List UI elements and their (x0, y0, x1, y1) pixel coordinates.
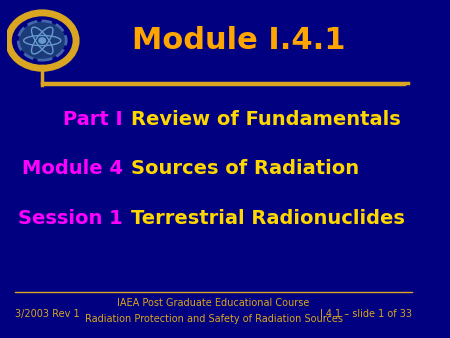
Circle shape (15, 19, 69, 63)
Text: IAEA Post Graduate Educational Course: IAEA Post Graduate Educational Course (117, 297, 310, 308)
Text: Module I.4.1: Module I.4.1 (132, 26, 345, 55)
Text: Terrestrial Radionuclides: Terrestrial Radionuclides (131, 209, 405, 227)
Text: Sources of Radiation: Sources of Radiation (131, 160, 359, 178)
Text: Radiation Protection and Safety of Radiation Sources: Radiation Protection and Safety of Radia… (85, 314, 342, 324)
Text: Session 1: Session 1 (18, 209, 123, 227)
Text: Review of Fundamentals: Review of Fundamentals (131, 111, 401, 129)
Text: Part I: Part I (63, 111, 123, 129)
Text: Module 4: Module 4 (22, 160, 123, 178)
Circle shape (19, 22, 65, 59)
Text: I.4.1 – slide 1 of 33: I.4.1 – slide 1 of 33 (320, 309, 412, 319)
Circle shape (39, 38, 45, 43)
Text: 3/2003 Rev 1: 3/2003 Rev 1 (15, 309, 80, 319)
